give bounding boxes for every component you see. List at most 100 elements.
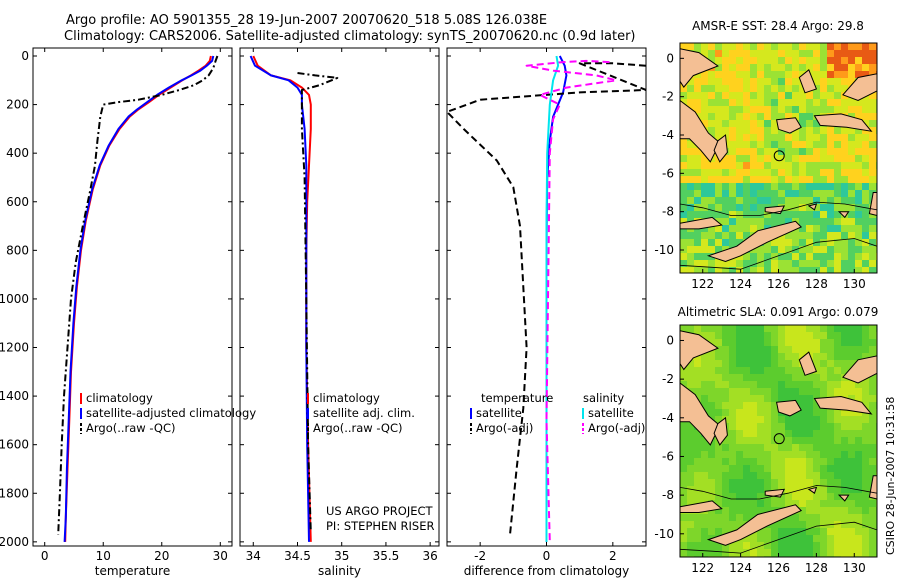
field-cell [841, 479, 848, 486]
field-cell [764, 402, 771, 409]
field-cell [834, 374, 841, 381]
field-cell [715, 57, 722, 64]
field-cell [680, 267, 687, 273]
field-cell [834, 381, 841, 388]
field-cell [834, 148, 841, 155]
field-cell [722, 402, 729, 409]
field-cell [806, 190, 813, 197]
field-cell [862, 267, 869, 273]
field-cell [813, 458, 820, 465]
field-cell [722, 444, 729, 451]
field-cell [862, 451, 869, 458]
field-cell [820, 458, 827, 465]
field-cell [806, 339, 813, 346]
field-cell [841, 430, 848, 437]
series-line-satellite-adjusted-climatology [63, 55, 215, 542]
field-cell [778, 381, 785, 388]
field-cell [827, 78, 834, 85]
field-cell [855, 246, 862, 253]
field-cell [729, 486, 736, 493]
field-cell [687, 239, 694, 246]
field-cell [736, 353, 743, 360]
field-cell [757, 486, 764, 493]
field-cell [701, 183, 708, 190]
field-cell [736, 43, 743, 50]
map-y-tick-label: -2 [662, 90, 674, 104]
field-cell [785, 239, 792, 246]
field-cell [827, 43, 834, 50]
field-cell [848, 332, 855, 339]
field-cell [715, 346, 722, 353]
field-cell [715, 367, 722, 374]
field-cell [785, 514, 792, 521]
field-cell [855, 183, 862, 190]
field-cell [827, 218, 834, 225]
field-cell [701, 325, 708, 332]
field-cell [687, 99, 694, 106]
field-cell [827, 57, 834, 64]
x-tick-label: 2 [609, 549, 617, 563]
field-cell [841, 514, 848, 521]
field-cell [827, 183, 834, 190]
field-cell [869, 430, 876, 437]
field-cell [841, 183, 848, 190]
field-cell [736, 127, 743, 134]
field-cell [771, 176, 778, 183]
field-cell [778, 239, 785, 246]
field-cell [750, 549, 757, 556]
field-cell [764, 535, 771, 542]
field-cell [848, 444, 855, 451]
field-cell [743, 444, 750, 451]
field-cell [701, 402, 708, 409]
field-cell [778, 388, 785, 395]
field-cell [862, 183, 869, 190]
legend-label: satellite-adjusted climatology [86, 406, 256, 420]
field-cell [729, 451, 736, 458]
field-cell [729, 507, 736, 514]
field-cell [687, 458, 694, 465]
field-cell [694, 211, 701, 218]
field-cell [813, 528, 820, 535]
field-cell [855, 423, 862, 430]
field-cell [701, 451, 708, 458]
field-cell [820, 267, 827, 273]
field-cell [771, 64, 778, 71]
field-cell [743, 388, 750, 395]
field-cell [701, 479, 708, 486]
profile-plots: 0 10 20 30020040060080010001200140016001800… [0, 47, 647, 578]
field-cell [848, 486, 855, 493]
field-cell [813, 204, 820, 211]
field-cell [869, 528, 876, 535]
field-cell [680, 211, 687, 218]
field-cell [722, 85, 729, 92]
field-cell [820, 78, 827, 85]
field-cell [764, 92, 771, 99]
field-cell [680, 493, 687, 500]
field-cell [855, 521, 862, 528]
field-cell [792, 57, 799, 64]
field-cell [799, 267, 806, 273]
field-cell [771, 43, 778, 50]
field-cell [848, 71, 855, 78]
field-cell [764, 528, 771, 535]
x-tick-label: 34.5 [284, 549, 311, 563]
field-cell [778, 395, 785, 402]
field-cell [743, 169, 750, 176]
field-cell [827, 542, 834, 549]
field-cell [771, 218, 778, 225]
field-cell [729, 332, 736, 339]
field-cell [722, 514, 729, 521]
field-cell [785, 190, 792, 197]
field-cell [750, 176, 757, 183]
field-cell [827, 514, 834, 521]
field-cell [834, 99, 841, 106]
field-cell [841, 332, 848, 339]
field-cell [750, 444, 757, 451]
field-cell [848, 253, 855, 260]
field-cell [757, 493, 764, 500]
field-cell [757, 374, 764, 381]
field-cell [841, 367, 848, 374]
field-cell [694, 232, 701, 239]
profile-panel-2: 34 34.5 35 35.5 36salinityclimatologysatelli… [239, 47, 440, 578]
field-cell [841, 148, 848, 155]
